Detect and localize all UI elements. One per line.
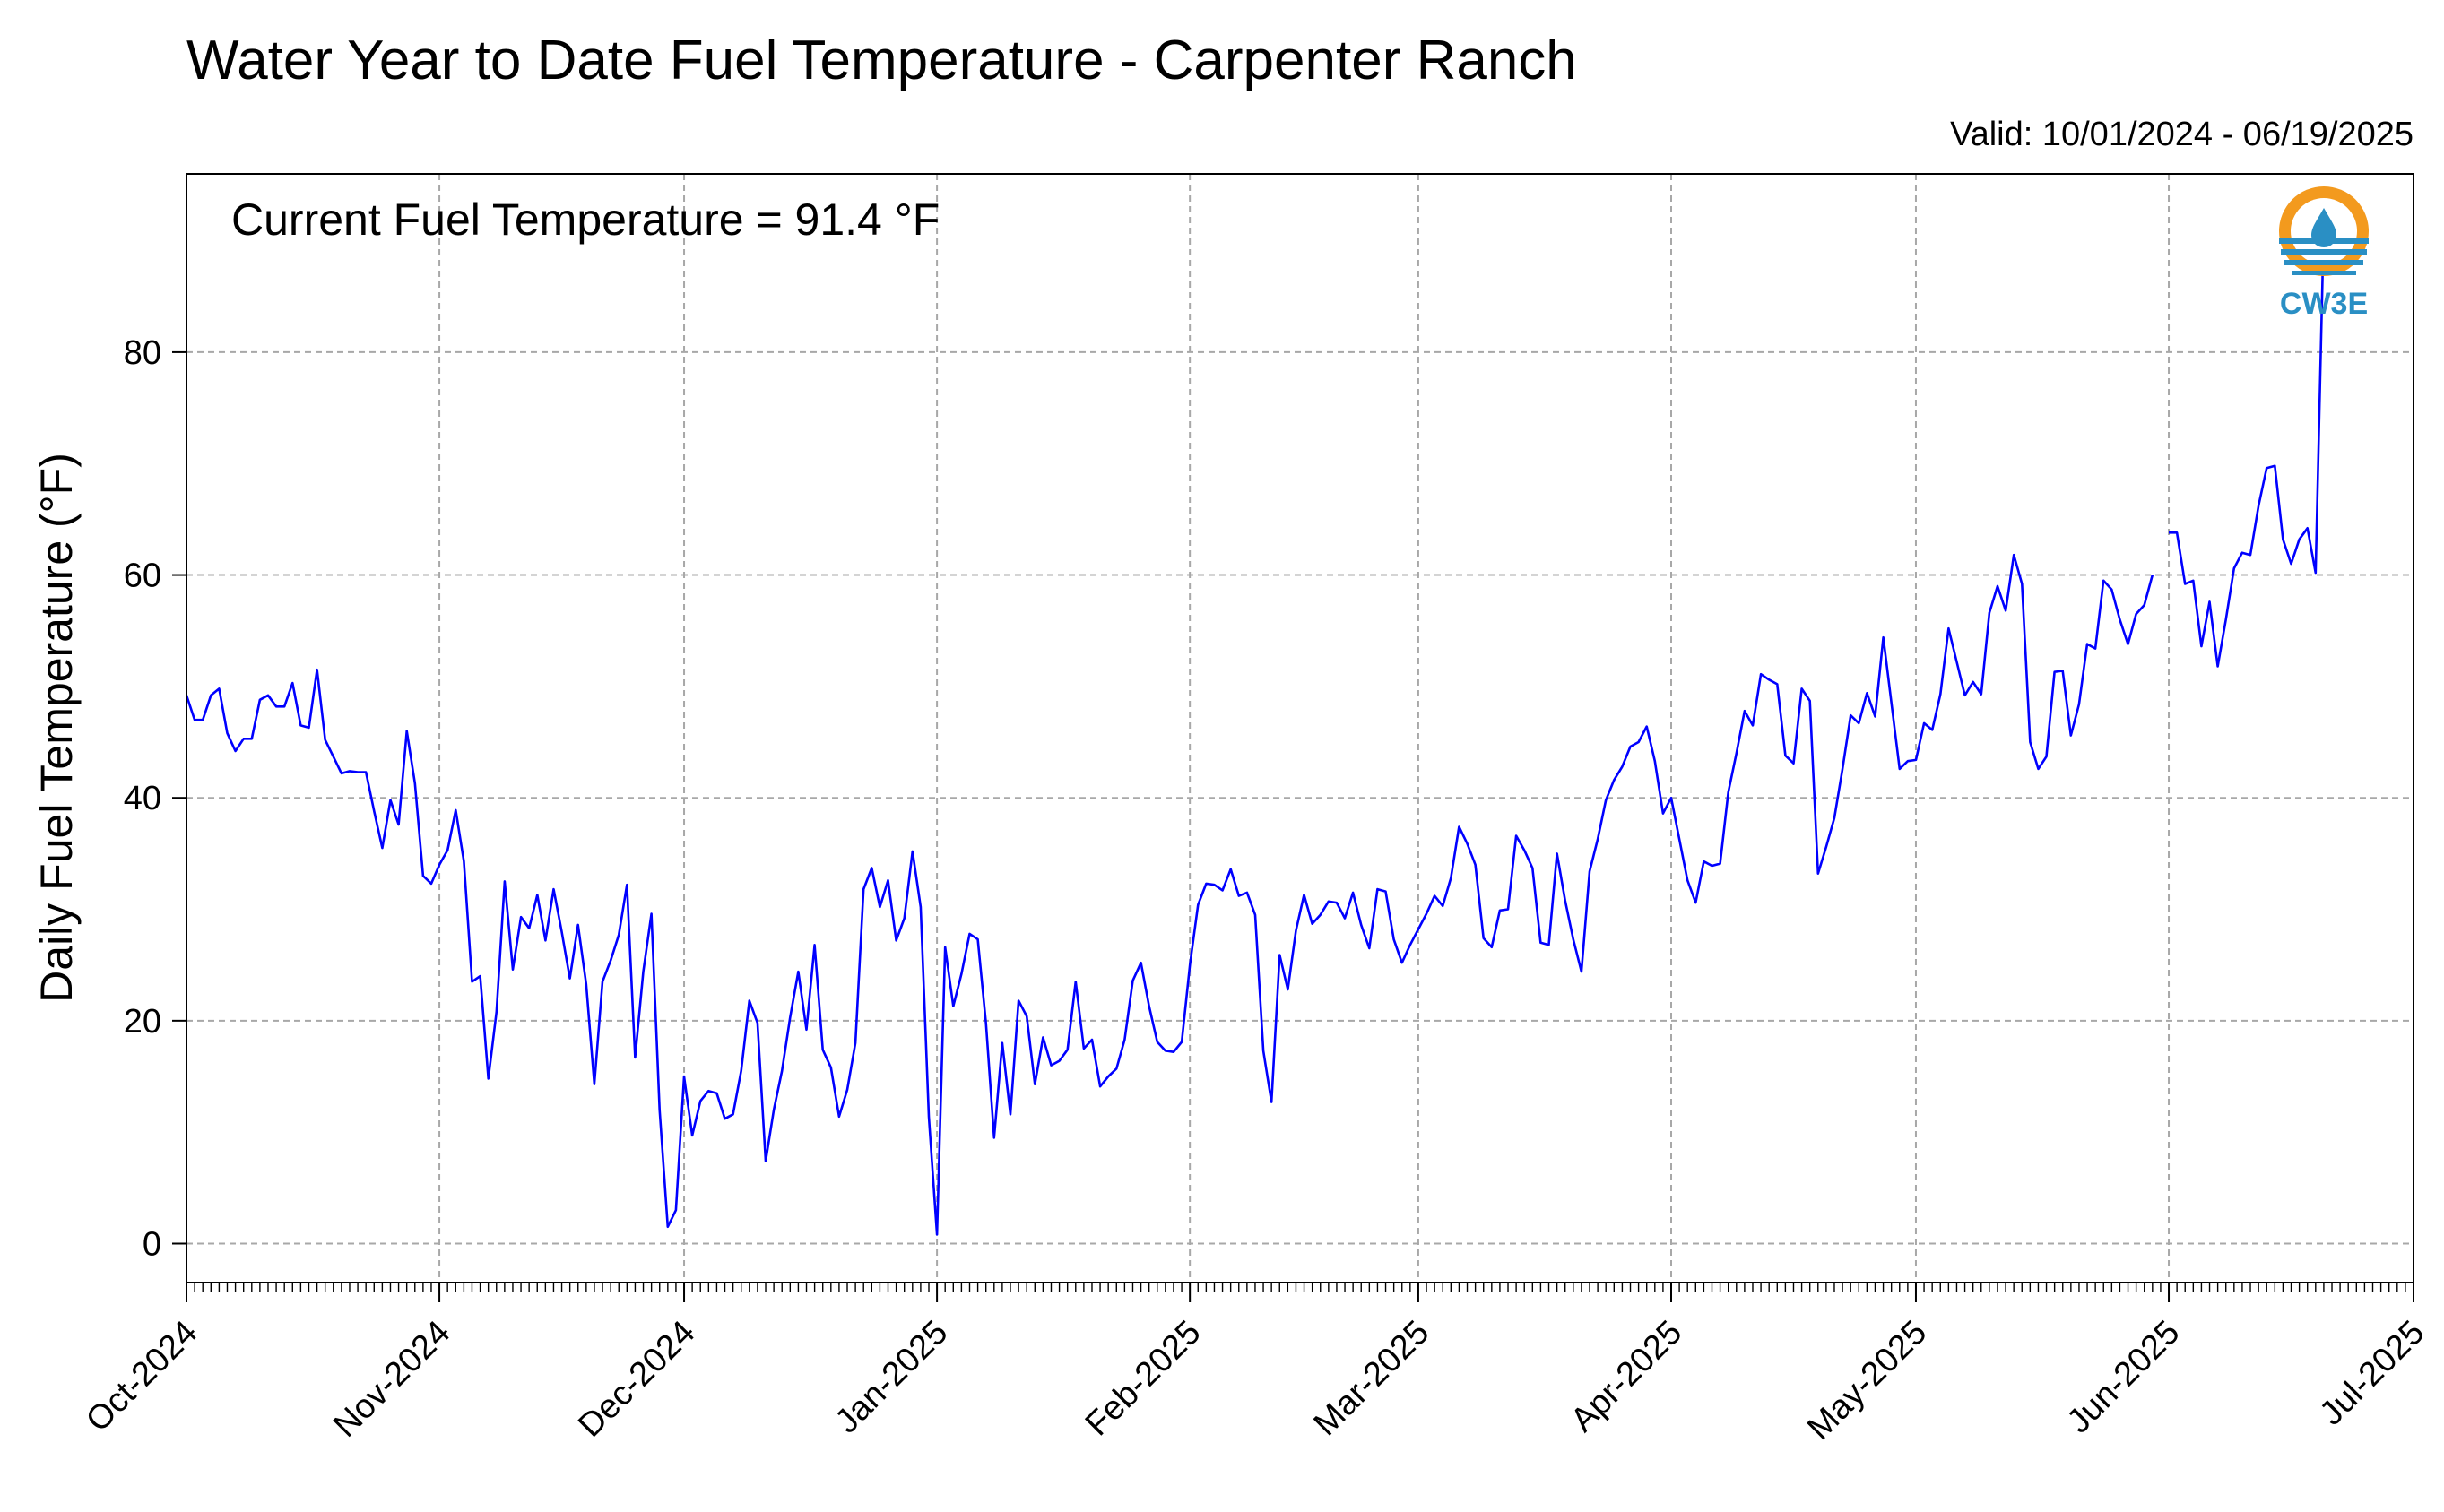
- fuel-temperature-line: [186, 553, 2154, 1236]
- y-tick-label: 20: [124, 1003, 161, 1041]
- x-tick-label: Feb-2025: [1079, 1314, 1209, 1444]
- plot-frame: [186, 173, 2414, 1283]
- y-tick-label: 0: [143, 1225, 161, 1263]
- x-tick-label: Jun-2025: [2060, 1314, 2188, 1441]
- valid-date-range: Valid: 10/01/2024 - 06/19/2025: [1950, 116, 2414, 153]
- cw3e-logo-label: CW3E: [2280, 287, 2368, 321]
- fuel-temperature-line: [2169, 225, 2326, 668]
- x-tick-label: Oct-2024: [79, 1314, 204, 1439]
- y-tick-label: 60: [124, 557, 161, 595]
- chart-title: Water Year to Date Fuel Temperature - Ca…: [186, 30, 1577, 91]
- cw3e-logo-drop-icon: [2311, 208, 2336, 247]
- y-tick-label: 80: [124, 334, 161, 372]
- x-tick-label: May-2025: [1800, 1314, 1934, 1447]
- y-axis-label: Daily Fuel Temperature (°F): [31, 453, 82, 1003]
- grid: [186, 174, 2414, 1283]
- series-layer: [186, 225, 2326, 1236]
- x-tick-label: Dec-2024: [571, 1314, 702, 1445]
- x-axis: Oct-2024 Nov-2024 Dec-2024 Jan-2025 Feb-2025…: [79, 1283, 2431, 1447]
- cw3e-logo: CW3E: [2279, 186, 2369, 321]
- current-fuel-temperature-annotation: Current Fuel Temperature = 91.4 °F: [231, 194, 940, 245]
- x-tick-label: Jan-2025: [828, 1314, 956, 1441]
- x-tick-label: Mar-2025: [1307, 1314, 1437, 1444]
- x-tick-label: Apr-2025: [1564, 1314, 1689, 1439]
- cw3e-logo-waves-icon: [2279, 238, 2369, 275]
- y-tick-label: 40: [124, 780, 161, 817]
- y-axis: 0 20 40 60 80: [124, 334, 186, 1263]
- x-tick-label: Nov-2024: [326, 1314, 457, 1445]
- x-tick-label: Jul-2025: [2313, 1314, 2432, 1433]
